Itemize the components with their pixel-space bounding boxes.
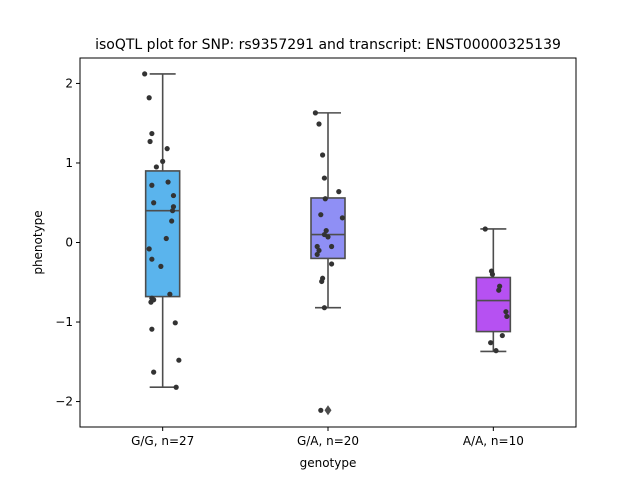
y-axis-label: phenotype	[31, 210, 45, 274]
data-point	[149, 182, 155, 188]
data-point	[146, 95, 152, 101]
data-point	[504, 313, 510, 320]
data-point	[488, 340, 494, 346]
data-point	[497, 283, 503, 289]
y-tick-label: −2	[55, 395, 73, 409]
data-point	[319, 278, 325, 285]
data-point	[163, 235, 169, 242]
data-point	[322, 196, 328, 202]
data-point	[149, 130, 155, 137]
y-tick-label: 2	[65, 76, 73, 90]
box-0	[144, 170, 181, 298]
data-point	[176, 357, 182, 363]
y-tick-label: −1	[55, 315, 73, 329]
data-point	[173, 384, 179, 390]
box-2	[475, 276, 512, 333]
data-point	[146, 246, 152, 252]
data-point	[169, 218, 175, 224]
data-point	[482, 226, 488, 232]
data-point	[151, 297, 157, 303]
data-point	[153, 164, 159, 170]
data-point	[170, 192, 177, 199]
data-point	[320, 152, 326, 158]
outlier-marker	[324, 405, 332, 416]
data-point	[160, 158, 166, 164]
data-point	[489, 271, 496, 277]
data-point	[147, 138, 153, 145]
data-point	[149, 326, 155, 332]
points-layer	[142, 71, 510, 413]
data-point	[323, 227, 329, 234]
data-point	[318, 212, 324, 218]
data-point	[151, 200, 157, 206]
data-point	[316, 247, 322, 254]
data-point	[314, 243, 320, 250]
data-point	[325, 234, 331, 240]
boxes-layer	[144, 73, 512, 416]
x-tick-label: A/A, n=10	[463, 434, 524, 448]
y-axis: −2 −1 0 1 2	[55, 76, 80, 409]
data-point	[321, 305, 327, 311]
data-point	[329, 243, 335, 250]
data-point	[164, 146, 170, 152]
data-point	[503, 309, 509, 315]
data-point	[316, 121, 322, 127]
data-point	[339, 215, 345, 221]
data-point	[336, 189, 342, 195]
box-1	[310, 197, 346, 260]
x-tick-label: G/A, n=20	[297, 434, 359, 448]
data-point	[151, 369, 157, 375]
chart-title: isoQTL plot for SNP: rs9357291 and trans…	[95, 37, 561, 53]
data-point	[329, 261, 335, 267]
data-point	[158, 263, 164, 269]
y-tick-label: 1	[65, 156, 73, 170]
x-axis: G/G, n=27 G/A, n=20 A/A, n=10	[131, 427, 524, 448]
data-point	[165, 179, 171, 185]
data-point	[142, 71, 148, 77]
data-point	[169, 208, 176, 214]
y-tick-label: 0	[65, 236, 73, 250]
x-axis-label: genotype	[300, 456, 357, 470]
data-point	[314, 251, 320, 258]
data-point	[499, 332, 505, 339]
data-point	[318, 407, 324, 413]
data-point	[321, 175, 327, 181]
x-tick-label: G/G, n=27	[131, 434, 194, 448]
data-point	[149, 256, 155, 262]
data-point	[493, 348, 499, 354]
data-point	[167, 291, 173, 297]
data-point	[170, 204, 177, 210]
data-point	[172, 320, 178, 326]
data-point	[312, 110, 318, 116]
data-point	[496, 287, 502, 293]
